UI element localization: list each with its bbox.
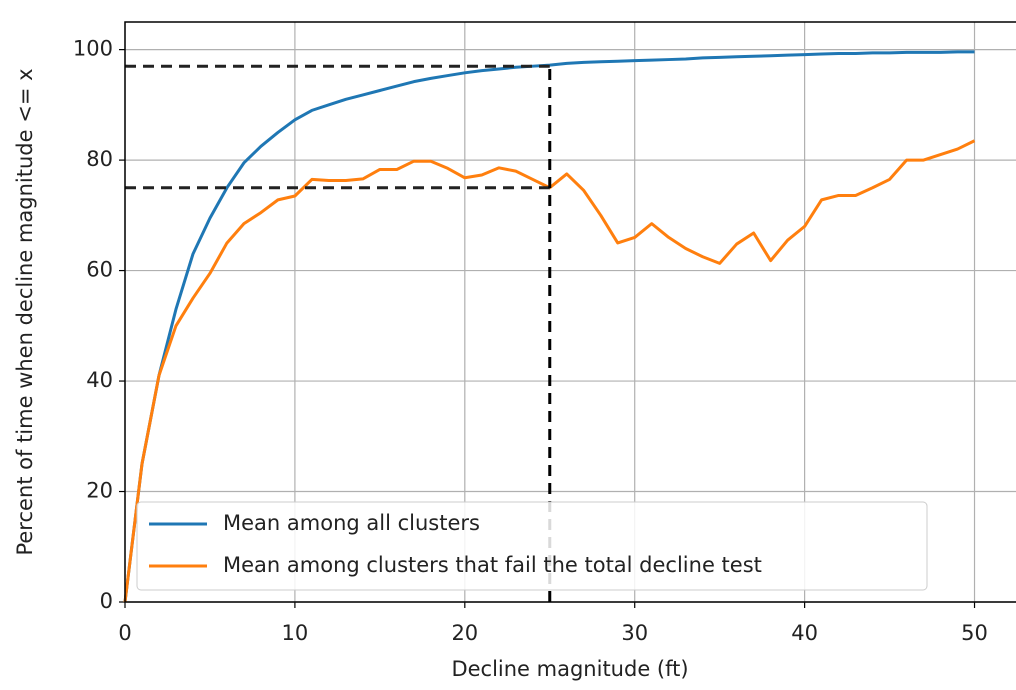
- x-axis-label: Decline magnitude (ft): [451, 657, 688, 681]
- x-tick-label: 0: [118, 621, 131, 645]
- legend-box: [136, 501, 928, 591]
- y-tick-label: 20: [86, 479, 113, 503]
- x-tick-label: 30: [621, 621, 648, 645]
- y-tick-label: 40: [86, 368, 113, 392]
- y-axis-label: Percent of time when decline magnitude <…: [13, 68, 37, 555]
- x-tick-label: 50: [961, 621, 988, 645]
- y-tick-label: 60: [86, 258, 113, 282]
- y-tick-label: 80: [86, 147, 113, 171]
- legend-label: Mean among clusters that fail the total …: [223, 553, 762, 577]
- x-tick-label: 10: [282, 621, 309, 645]
- y-tick-label: 100: [73, 37, 113, 61]
- x-tick-label: 40: [791, 621, 818, 645]
- y-tick-label: 0: [100, 589, 113, 613]
- x-tick-label: 20: [451, 621, 478, 645]
- legend-label: Mean among all clusters: [223, 511, 480, 535]
- data-line: [123, 50, 975, 603]
- axes-frame: [124, 21, 1016, 603]
